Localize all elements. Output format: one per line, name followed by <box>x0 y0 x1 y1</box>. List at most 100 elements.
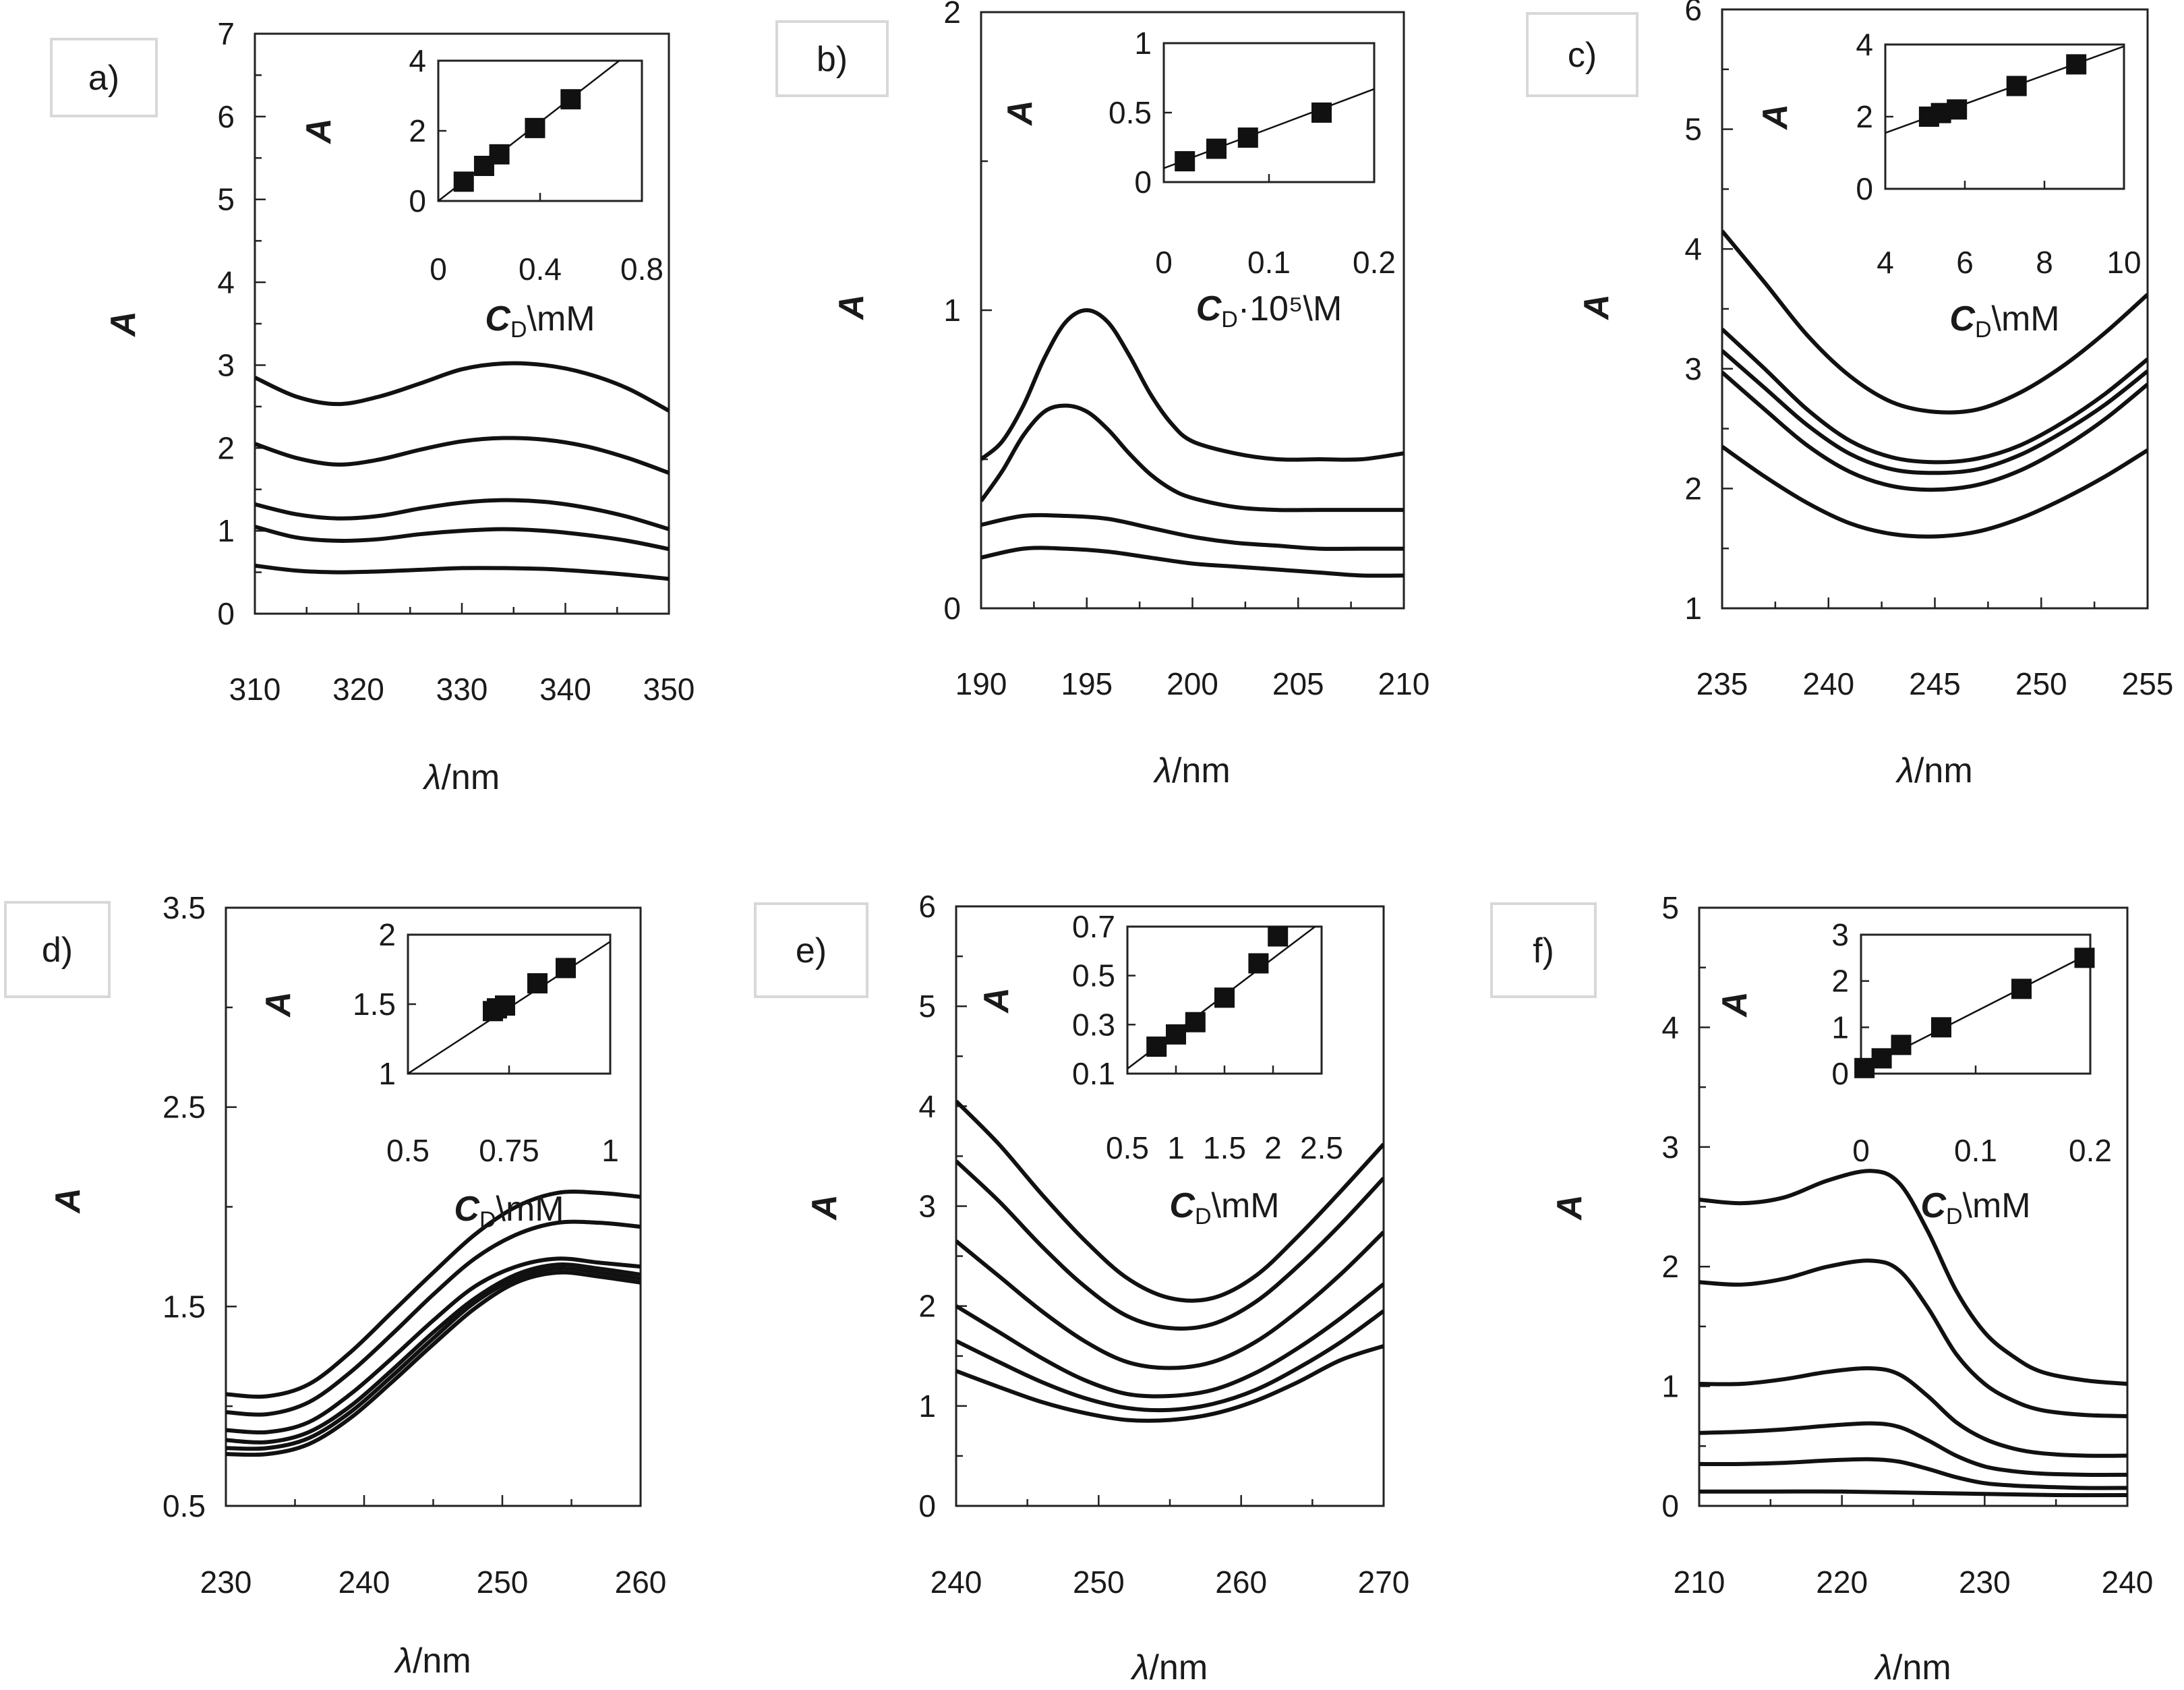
inset-x-tick-label: 0.75 <box>479 1133 539 1168</box>
inset-y-tick-label: 0 <box>1856 171 1873 206</box>
inset-y-tick-label: 1 <box>378 1056 396 1091</box>
inset-chart: 0.5 1 1.5 2 2.5 0.1 0.3 0.5 0.7 CD\mM A <box>977 909 1343 1229</box>
inset-data-point <box>1248 953 1269 974</box>
inset-y-axis-title: A <box>977 987 1016 1014</box>
panel-b: b) 190 195 200 205 210 0 1 2 λ/nm A 0 0.1 0.2 0 0.5 1 CD·… <box>775 0 1430 790</box>
y-tick-label: 5 <box>1661 890 1679 925</box>
spectrum-curve-4 <box>255 525 669 552</box>
spectrum-curve-2 <box>1722 327 2148 465</box>
inset-data-point <box>1931 1017 1951 1038</box>
x-axis-title: λ/nm <box>1152 751 1230 790</box>
panel-c: c) 235 240 245 250 255 1 2 3 4 5 6 λ/nm A 4 6 8 10 0 2 4 CD\m… <box>1526 0 2174 790</box>
inset-y-tick-label: 0.1 <box>1072 1056 1115 1091</box>
inset-y-tick-label: 2 <box>1831 964 1849 999</box>
inset-y-tick-label: 3 <box>1831 917 1849 952</box>
inset-data-point <box>1268 926 1289 947</box>
spectrum-curve-4 <box>1722 370 2148 492</box>
y-tick-label: 2 <box>918 1289 936 1324</box>
y-tick-label: 1 <box>1684 591 1702 626</box>
x-tick-label: 220 <box>1816 1565 1868 1600</box>
y-tick-label: 0 <box>1661 1488 1679 1523</box>
spectrum-curve-5 <box>1699 1457 2127 1490</box>
inset-data-point <box>1146 1037 1167 1057</box>
spectrum-curve-4 <box>1699 1421 2127 1478</box>
inset-x-tick-label: 0.4 <box>519 252 562 287</box>
series-group <box>255 361 669 581</box>
spectrum-curve-1 <box>1722 229 2148 415</box>
spectrum-curve-5 <box>226 1266 641 1451</box>
y-tick-label: 5 <box>1684 112 1702 147</box>
y-tick-label: 2 <box>1684 471 1702 506</box>
x-tick-label: 210 <box>1378 666 1430 701</box>
inset-data-point <box>1185 1012 1206 1032</box>
inset-x-tick-label: 0.2 <box>2069 1133 2112 1168</box>
y-tick-label: 1 <box>918 1389 936 1424</box>
inset-data-point <box>1206 138 1227 159</box>
inset-y-tick-label: 2 <box>1856 99 1873 134</box>
inset-data-point <box>1891 1035 1912 1055</box>
y-tick-label: 2 <box>1661 1249 1679 1284</box>
x-tick-label: 210 <box>1674 1565 1725 1600</box>
x-tick-label: 240 <box>2102 1565 2154 1600</box>
inset-x-axis-title: CD·10⁵\M <box>1196 289 1342 332</box>
inset-y-tick-label: 1.5 <box>353 987 396 1022</box>
spectrum-curve-5 <box>956 1309 1384 1413</box>
inset-data-point <box>1214 987 1235 1008</box>
inset-y-tick-label: 0 <box>1831 1056 1849 1091</box>
y-tick-label: 6 <box>1684 0 1702 27</box>
inset-data-point <box>1947 99 1968 120</box>
inset-y-tick-label: 4 <box>1856 27 1873 62</box>
inset-x-axis-title: CD\mM <box>1169 1186 1279 1229</box>
x-tick-label: 320 <box>332 672 384 707</box>
x-tick-label: 310 <box>229 672 281 707</box>
x-tick-label: 250 <box>477 1565 529 1600</box>
x-tick-label: 190 <box>955 666 1007 701</box>
x-tick-label: 230 <box>200 1565 252 1600</box>
x-tick-label: 245 <box>1909 666 1961 701</box>
x-tick-label: 250 <box>1073 1565 1125 1600</box>
y-tick-label: 2.5 <box>163 1090 206 1125</box>
spectrum-curve-1 <box>981 308 1404 462</box>
spectrum-curve-3 <box>226 1256 641 1435</box>
inset-x-tick-label: 0 <box>1155 245 1173 280</box>
x-axis-title: λ/nm <box>1895 751 1972 790</box>
inset-x-tick-label: 0.2 <box>1353 245 1396 280</box>
inset-data-point <box>489 144 510 165</box>
inset-y-tick-label: 1 <box>1134 26 1152 61</box>
inset-x-tick-label: 0.5 <box>386 1133 430 1168</box>
spectrum-curve-4 <box>956 1282 1384 1399</box>
inset-x-tick-label: 0.1 <box>1247 245 1291 280</box>
y-tick-label: 3 <box>1661 1130 1679 1165</box>
spectrum-curve-3 <box>981 513 1404 551</box>
x-tick-label: 235 <box>1696 666 1748 701</box>
panel-tag-label: c) <box>1568 36 1597 75</box>
y-tick-label: 1.5 <box>163 1289 206 1324</box>
series-group <box>226 1190 641 1457</box>
inset-x-axis-title: CD\mM <box>1920 1186 2030 1229</box>
spectrum-curve-3 <box>1699 1366 2127 1458</box>
inset-data-point <box>1175 151 1196 172</box>
inset-data-point <box>560 89 581 110</box>
x-tick-label: 270 <box>1358 1565 1410 1600</box>
x-tick-label: 350 <box>643 672 695 707</box>
spectrum-curve-5 <box>255 563 669 581</box>
panel-tag-label: e) <box>796 931 827 970</box>
inset-y-tick-label: 0 <box>409 183 426 218</box>
inset-data-point <box>2011 979 2032 999</box>
inset-data-point <box>1237 127 1258 148</box>
inset-x-tick-label: 0.8 <box>620 252 663 287</box>
inset-x-tick-label: 6 <box>1956 245 1974 280</box>
spectrum-curve-2 <box>1699 1258 2127 1418</box>
panel-f: f) 210 220 230 240 0 1 2 3 4 5 λ/nm A 0 0.1 0.2 0 1 2 3 CD\m… <box>1490 890 2154 1687</box>
x-tick-label: 255 <box>2122 666 2174 701</box>
y-tick-label: 4 <box>918 1088 936 1124</box>
panel-e: e) 240 250 260 270 0 1 2 3 4 5 6 λ/nm A 0.5 1 1.5 2 2.5 0.1… <box>754 889 1410 1687</box>
panel-d: d) 230 240 250 260 0.5 1.5 2.5 3.5 λ/nm A 0.5 0.75 1 1… <box>4 890 666 1681</box>
x-tick-label: 205 <box>1272 666 1324 701</box>
y-tick-label: 3.5 <box>163 890 206 925</box>
inset-y-tick-label: 0 <box>1134 165 1152 200</box>
x-tick-label: 250 <box>2015 666 2067 701</box>
x-axis-title: λ/nm <box>1130 1648 1208 1687</box>
y-axis-title: A <box>832 294 871 321</box>
